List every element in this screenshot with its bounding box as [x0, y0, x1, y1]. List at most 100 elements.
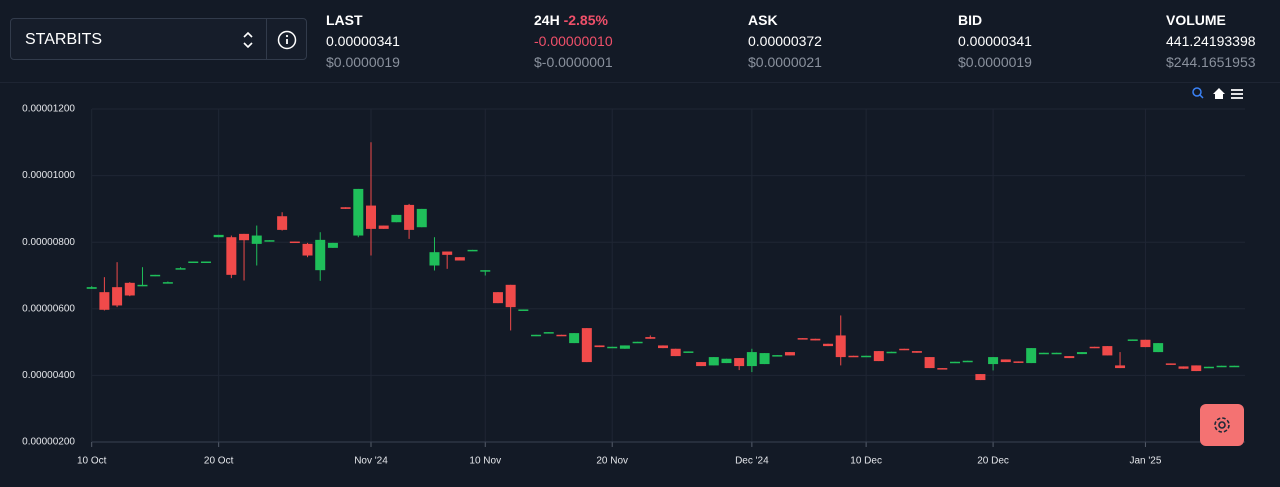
candle-body [492, 292, 503, 304]
candle-body [975, 374, 986, 381]
settings-button[interactable] [1200, 404, 1244, 446]
candle-body [810, 338, 821, 341]
market-selector[interactable]: STARBITS [10, 18, 307, 60]
candle-body [670, 348, 681, 357]
value: -0.00000010 [534, 33, 613, 49]
candle-body [734, 358, 745, 367]
usd: $0.0000019 [958, 54, 1032, 70]
stat-last: LAST 0.00000341 $0.0000019 [326, 10, 400, 73]
usd: $244.1651953 [1166, 54, 1256, 70]
candle-body [1127, 339, 1138, 341]
divider [266, 19, 267, 59]
value: 441.24193398 [1166, 33, 1256, 49]
stat-24h: 24H -2.85% -0.00000010 $-0.0000001 [534, 10, 613, 73]
x-tick-label: Jan '25 [1129, 456, 1161, 467]
x-tick-label: 10 Nov [469, 456, 501, 467]
x-tick-label: 20 Oct [204, 456, 234, 467]
candle-body [797, 338, 808, 340]
candle-body [226, 237, 237, 275]
candle-body [746, 352, 757, 367]
candle-body [289, 241, 300, 244]
candle-body [1026, 348, 1037, 364]
candle-body [1013, 361, 1024, 363]
x-tick-label: Dec '24 [735, 456, 769, 467]
candle-body [1203, 366, 1214, 369]
value: 0.00000341 [958, 33, 1032, 49]
candle-body [556, 334, 567, 337]
candle-body [962, 360, 973, 363]
candle-body [416, 208, 427, 228]
market-name: STARBITS [25, 31, 103, 48]
candle-body [873, 351, 884, 362]
menu-icon[interactable] [1231, 89, 1243, 99]
candle-body [899, 348, 910, 351]
candle-body [1000, 359, 1011, 363]
info-button[interactable] [276, 29, 298, 51]
label: BID [958, 12, 983, 28]
value: 0.00000341 [326, 33, 400, 49]
candle-body [340, 207, 351, 209]
candle-body [188, 261, 199, 264]
candle-body [239, 233, 250, 241]
y-tick-label: 0.00001000 [22, 170, 75, 181]
candle-body [721, 358, 732, 364]
stat-ask: ASK 0.00000372 $0.0000021 [748, 10, 822, 73]
updown-icon [243, 31, 253, 49]
candle-body [404, 204, 415, 230]
candle-body [1229, 365, 1240, 368]
value: 0.00000372 [748, 33, 822, 49]
candle-body [442, 251, 453, 255]
candle-body [150, 274, 161, 277]
label: ASK [748, 12, 778, 28]
candle-body [772, 355, 783, 357]
candle-body [569, 333, 580, 344]
candle-body [162, 282, 173, 284]
candle-body [784, 352, 795, 356]
candle-body [213, 234, 224, 238]
usd: $-0.0000001 [534, 54, 613, 70]
candle-body [1102, 346, 1113, 356]
candle-body [924, 357, 935, 369]
usd: $0.0000019 [326, 54, 400, 70]
candle-body [391, 214, 402, 223]
candle-body [988, 357, 999, 365]
y-tick-label: 0.00000400 [22, 370, 75, 381]
candle-body [112, 287, 123, 306]
gear-icon [1214, 417, 1230, 433]
stat-volume: VOLUME 441.24193398 $244.1651953 [1166, 10, 1256, 73]
candle-body [911, 351, 922, 353]
candle-body [366, 205, 376, 229]
candle-body [1191, 365, 1202, 372]
candle-body [531, 334, 542, 337]
candle-body [1115, 365, 1126, 369]
divider [0, 82, 1280, 83]
home-icon[interactable] [1213, 88, 1225, 99]
candle-body [327, 242, 338, 248]
zoom-icon[interactable] [1192, 87, 1202, 97]
candle-body [861, 355, 872, 358]
candle-body [315, 239, 326, 271]
label: LAST [326, 12, 363, 28]
candle-body [277, 216, 288, 230]
candle-body [696, 362, 707, 367]
candle-body [886, 351, 897, 354]
candle-body [1051, 352, 1062, 355]
candle-body [581, 328, 592, 363]
candle-body [759, 353, 770, 365]
candle-body [1076, 352, 1087, 355]
candle-body [823, 343, 834, 347]
candle-body [467, 249, 478, 252]
candle-body [708, 357, 719, 366]
candle-body [848, 355, 859, 358]
y-tick-label: 0.00000800 [22, 237, 75, 248]
candle-body [950, 361, 960, 364]
candle-body [480, 270, 491, 272]
candle-body [1089, 346, 1100, 349]
candle-body [632, 341, 643, 344]
candle-body [594, 345, 605, 348]
candle-body [200, 261, 211, 264]
x-tick-label: 20 Nov [596, 456, 628, 467]
candle-body [1153, 343, 1164, 353]
candle-body [99, 292, 110, 310]
